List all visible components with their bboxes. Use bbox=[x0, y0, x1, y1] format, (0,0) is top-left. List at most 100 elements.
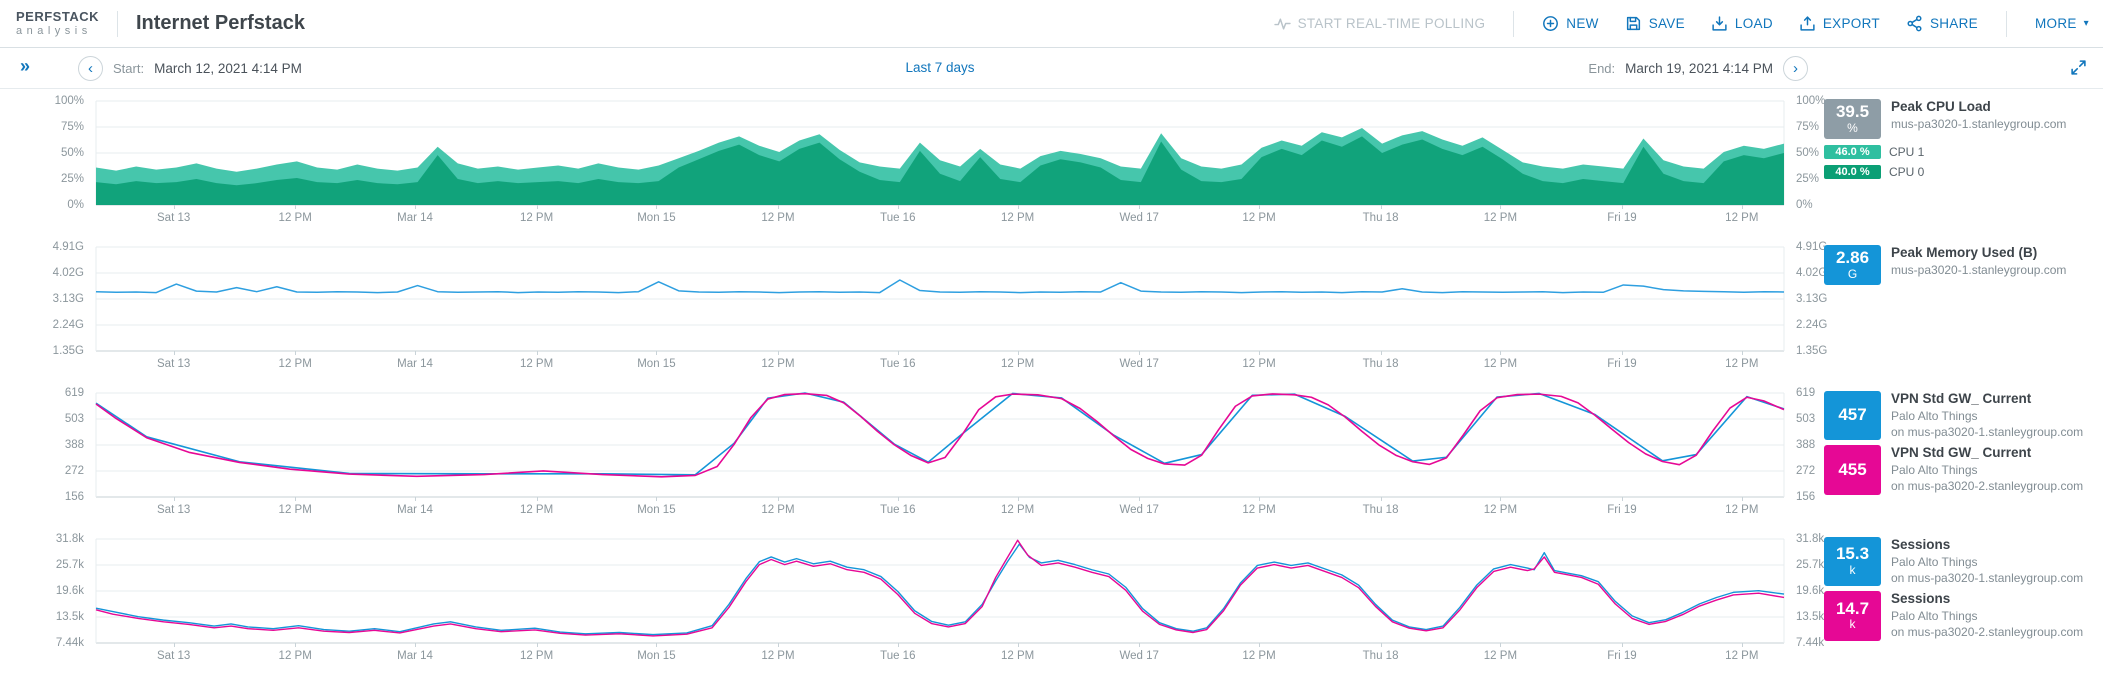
x-axis-label: 12 PM bbox=[1725, 358, 1759, 370]
time-start-value: March 12, 2021 4:14 PM bbox=[154, 60, 302, 76]
y-axis-label: 503 bbox=[1796, 413, 1816, 425]
legend: 15.3 k Sessions Palo Alto Things on mus-… bbox=[1824, 537, 2100, 646]
x-tick-mark bbox=[656, 351, 658, 355]
x-tick-mark bbox=[1621, 351, 1623, 355]
metric-host: on mus-pa3020-1.stanleygroup.com bbox=[1891, 571, 2084, 586]
polling-icon bbox=[1273, 18, 1291, 30]
load-button[interactable]: LOAD bbox=[1711, 15, 1773, 32]
x-tick-mark bbox=[1621, 497, 1623, 501]
x-axis-label: 12 PM bbox=[761, 650, 795, 662]
x-tick-mark bbox=[656, 205, 658, 209]
metric-title: Sessions bbox=[1891, 537, 1951, 552]
legend-entry[interactable]: 15.3 k Sessions Palo Alto Things on mus-… bbox=[1824, 537, 2100, 587]
x-axis-label: Sat 13 bbox=[157, 504, 191, 516]
metric-title: VPN Std GW_ Current bbox=[1891, 391, 2032, 406]
x-tick-mark bbox=[295, 205, 297, 209]
legend: 457 VPN Std GW_ Current Palo Alto Things… bbox=[1824, 391, 2100, 500]
x-axis-label: Wed 17 bbox=[1119, 358, 1159, 370]
legend-entry[interactable]: 457 VPN Std GW_ Current Palo Alto Things… bbox=[1824, 391, 2100, 441]
x-tick-mark bbox=[1259, 497, 1261, 501]
time-range-button[interactable]: Last 7 days bbox=[905, 60, 975, 75]
y-axis-label: 272 bbox=[64, 465, 84, 477]
x-tick-mark bbox=[897, 351, 899, 355]
y-axis-label: 3.13G bbox=[52, 293, 84, 305]
legend-entry[interactable]: 2.86 G Peak Memory Used (B) mus-pa3020-1… bbox=[1824, 245, 2100, 286]
metric-group: Palo Alto Things bbox=[1891, 554, 1978, 569]
x-axis-label: 12 PM bbox=[1242, 650, 1276, 662]
chart-row-sessions: 31.8k 25.7k 19.6k 13.5k 7.44k 31.8k 25.7k 19.6… bbox=[0, 527, 2103, 673]
y-axis-label: 31.8k bbox=[55, 533, 84, 545]
divider bbox=[1513, 10, 1515, 37]
x-axis-label: Mon 15 bbox=[637, 358, 676, 370]
export-button[interactable]: EXPORT bbox=[1799, 15, 1880, 32]
x-tick-mark bbox=[536, 497, 538, 501]
legend-entry[interactable]: 39.5 % Peak CPU Load mus-pa3020-1.stanle… bbox=[1824, 99, 2100, 140]
y-axis-label: 0% bbox=[67, 199, 84, 211]
x-axis-label: Thu 18 bbox=[1362, 358, 1399, 370]
x-axis-label: Fri 19 bbox=[1607, 650, 1637, 662]
plot-area-sessions[interactable] bbox=[96, 539, 1784, 643]
metric-host: mus-pa3020-1.stanleygroup.com bbox=[1891, 116, 2067, 131]
metric-badge: 2.86 G bbox=[1824, 245, 1881, 286]
expand-button[interactable] bbox=[2070, 59, 2087, 79]
share-button[interactable]: SHARE bbox=[1906, 15, 1978, 32]
x-tick-mark bbox=[897, 497, 899, 501]
y-axis-label: 388 bbox=[64, 439, 84, 451]
plot-area-peak-memory[interactable] bbox=[96, 247, 1784, 351]
metric-title: Sessions bbox=[1891, 591, 1951, 607]
x-tick-mark bbox=[1380, 351, 1382, 355]
x-axis-label: Fri 19 bbox=[1607, 212, 1637, 224]
vpn-chart bbox=[96, 393, 1784, 497]
x-tick-mark bbox=[415, 643, 417, 647]
logo-perfstack: PERFSTACK bbox=[16, 8, 99, 24]
cpu0-chip-row[interactable]: 40.0 % CPU 0 bbox=[1824, 165, 2100, 180]
y-axis-label: 25% bbox=[60, 173, 84, 185]
badge-value: 14.7 bbox=[1835, 598, 1870, 618]
x-tick-mark bbox=[1259, 643, 1261, 647]
save-button[interactable]: SAVE bbox=[1625, 15, 1685, 32]
x-tick-mark bbox=[536, 351, 538, 355]
new-button[interactable]: NEW bbox=[1542, 15, 1598, 32]
metric-badge: 15.3 k bbox=[1824, 537, 1881, 587]
more-button[interactable]: MORE ▾ bbox=[2035, 16, 2089, 31]
start-polling-button[interactable]: START REAL-TIME POLLING bbox=[1273, 15, 1486, 32]
legend-entry[interactable]: 455 VPN Std GW_ Current Palo Alto Things… bbox=[1824, 445, 2100, 495]
time-forward-button[interactable]: › bbox=[1783, 55, 1808, 81]
metric-badge: 14.7 k bbox=[1824, 591, 1881, 641]
badge-unit: k bbox=[1849, 563, 1856, 578]
x-axis-label: 12 PM bbox=[1001, 358, 1035, 370]
x-tick-mark bbox=[897, 205, 899, 209]
charts-area: 100% 75% 50% 25% 0% 100% 75% 50% 25% 0% Sat 13 12… bbox=[0, 89, 2103, 673]
x-tick-mark bbox=[1139, 205, 1141, 209]
legend: 39.5 % Peak CPU Load mus-pa3020-1.stanle… bbox=[1824, 99, 2100, 180]
metric-host: on mus-pa3020-2.stanleygroup.com bbox=[1891, 625, 2084, 640]
time-back-button[interactable]: ‹ bbox=[78, 55, 103, 81]
collapse-sidebar-button[interactable]: » bbox=[20, 56, 31, 76]
series-cpu-0 bbox=[96, 136, 1784, 205]
series-vpn-mus-pa3020-1 bbox=[96, 393, 1784, 475]
x-axis-label: Sat 13 bbox=[157, 650, 191, 662]
x-tick-mark bbox=[1380, 205, 1382, 209]
share-icon bbox=[1907, 15, 1922, 32]
plot-area-peak-cpu-load[interactable] bbox=[96, 101, 1784, 205]
legend-text: Peak CPU Load mus-pa3020-1.stanleygroup.… bbox=[1891, 99, 2066, 139]
y-axis-label: 156 bbox=[64, 491, 84, 503]
logo-analysis: analysis bbox=[16, 24, 92, 37]
cpu1-chip-row[interactable]: 46.0 % CPU 1 bbox=[1824, 145, 2100, 160]
x-tick-mark bbox=[1741, 497, 1743, 501]
legend-text: VPN Std GW_ Current Palo Alto Things on … bbox=[1891, 391, 2083, 440]
plot-area-vpn[interactable] bbox=[96, 393, 1784, 497]
legend-entry[interactable]: 14.7 k Sessions Palo Alto Things on mus-… bbox=[1824, 591, 2100, 641]
x-tick-mark bbox=[1139, 643, 1141, 647]
legend-text: Sessions Palo Alto Things on mus-pa3020-… bbox=[1891, 537, 2083, 586]
y-axis-label: 75% bbox=[1796, 121, 1820, 133]
x-axis-label: Mar 14 bbox=[397, 212, 433, 224]
x-axis-label: 12 PM bbox=[519, 504, 554, 516]
x-axis-label: 12 PM bbox=[278, 650, 312, 662]
x-tick-mark bbox=[173, 205, 175, 209]
more-label: MORE bbox=[2034, 16, 2077, 31]
metric-title: Peak Memory Used (B) bbox=[1891, 245, 2038, 260]
x-axis-label: Fri 19 bbox=[1607, 504, 1637, 516]
x-tick-mark bbox=[415, 351, 417, 355]
x-axis-label: Tue 16 bbox=[880, 212, 916, 224]
